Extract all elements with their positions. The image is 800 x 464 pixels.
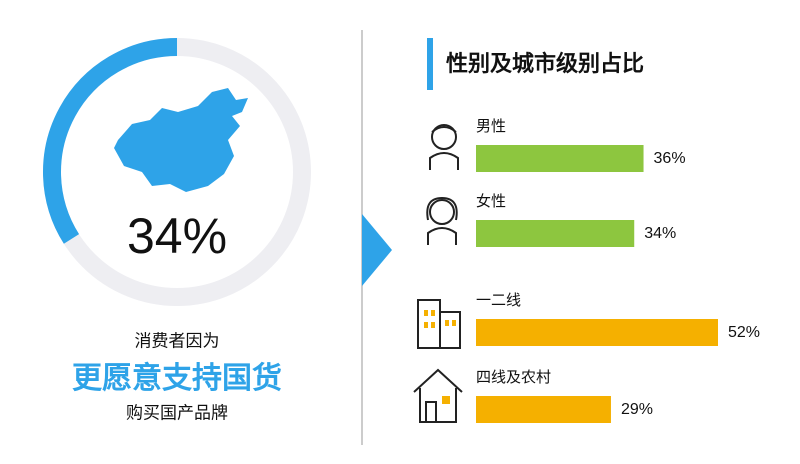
category-label: 一二线 [476, 292, 521, 309]
male-icon [429, 124, 459, 170]
value-label: 36% [654, 150, 686, 167]
category-label: 男性 [476, 118, 506, 135]
title-accent [427, 38, 433, 90]
value-label: 29% [621, 401, 653, 418]
value-label: 34% [644, 225, 676, 242]
female-icon [426, 196, 458, 245]
value-label: 52% [728, 324, 760, 341]
category-label: 四线及农村 [476, 369, 551, 386]
donut-arc [43, 38, 178, 244]
bar [476, 319, 718, 346]
chart-title: 性别及城市级别占比 [446, 51, 644, 76]
caption: 更愿意支持国货 [72, 361, 282, 395]
house-icon [413, 368, 463, 423]
map-icon [114, 88, 248, 192]
category-label: 女性 [476, 192, 506, 210]
bar [476, 220, 635, 247]
building-icon [417, 299, 461, 349]
bar [476, 145, 644, 172]
arrow [362, 214, 392, 286]
caption: 购买国产品牌 [126, 403, 228, 422]
donut-value: 34% [127, 208, 227, 264]
bar [476, 396, 611, 423]
caption: 消费者因为 [135, 331, 220, 350]
